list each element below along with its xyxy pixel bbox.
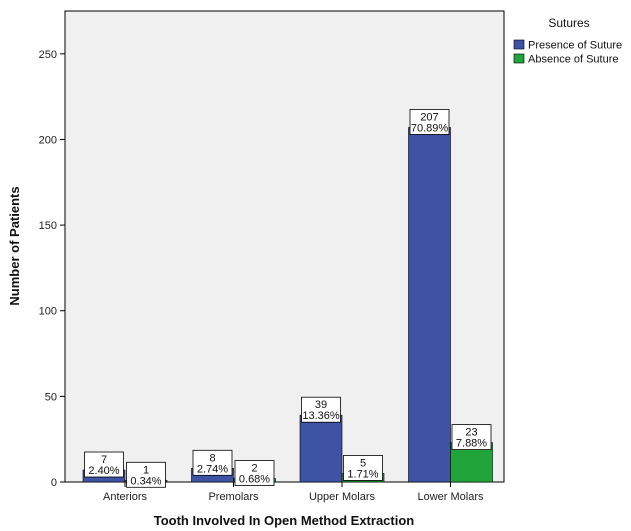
data-label-box [126,461,166,488]
bar-presence-2 [299,414,343,483]
x-tick-label: Lower Molars [417,491,484,503]
data-label-percent: 0.34% [130,475,161,487]
data-label-percent: 70.89% [411,122,449,134]
data-label-box [451,424,492,451]
data-label-count: 7 [101,454,107,466]
data-label-percent: 7.88% [456,438,487,450]
data-label-percent: 0.68% [239,474,270,486]
data-label-count: 8 [209,452,215,464]
data-label-count: 23 [465,427,477,439]
y-tick-label: 200 [39,134,57,146]
data-label-percent: 1.71% [347,468,378,480]
data-label-percent: 2.74% [197,463,228,475]
y-tick-label: 150 [39,220,57,232]
x-axis-title: Tooth Involved In Open Method Extraction [154,513,415,528]
data-label-count: 1 [143,464,149,476]
legend-swatch [513,39,525,50]
x-tick-label: Premolars [208,491,259,503]
x-tick-label: Upper Molars [309,491,376,503]
data-label-percent: 13.36% [302,410,340,422]
data-label-box [192,449,233,476]
y-tick-label: 100 [39,306,57,318]
legend-title: Sutures [548,16,589,30]
y-tick-label: 0 [51,477,57,489]
data-label-box [409,109,450,135]
legend-swatch [513,53,525,64]
data-label-count: 5 [360,457,366,469]
data-label-count: 39 [315,399,327,411]
y-tick-label: 50 [45,391,57,403]
legend-label: Presence of Suture [528,40,622,52]
y-tick-label: 250 [39,49,57,61]
data-label-percent: 2.40% [88,465,119,477]
legend-label: Absence of Suture [528,54,619,66]
legend: Sutures Presence of Suture Absence of Sut… [513,16,622,66]
data-label-count: 207 [420,111,438,123]
bar-presence-3 [408,127,451,483]
data-label-box [234,460,275,486]
data-label-box [343,455,383,481]
data-label-box [301,396,341,423]
data-label-box [84,451,124,478]
x-tick-label: Anteriors [103,491,148,503]
data-label-count: 2 [251,463,257,475]
y-axis-title: Number of Patients [7,186,22,305]
